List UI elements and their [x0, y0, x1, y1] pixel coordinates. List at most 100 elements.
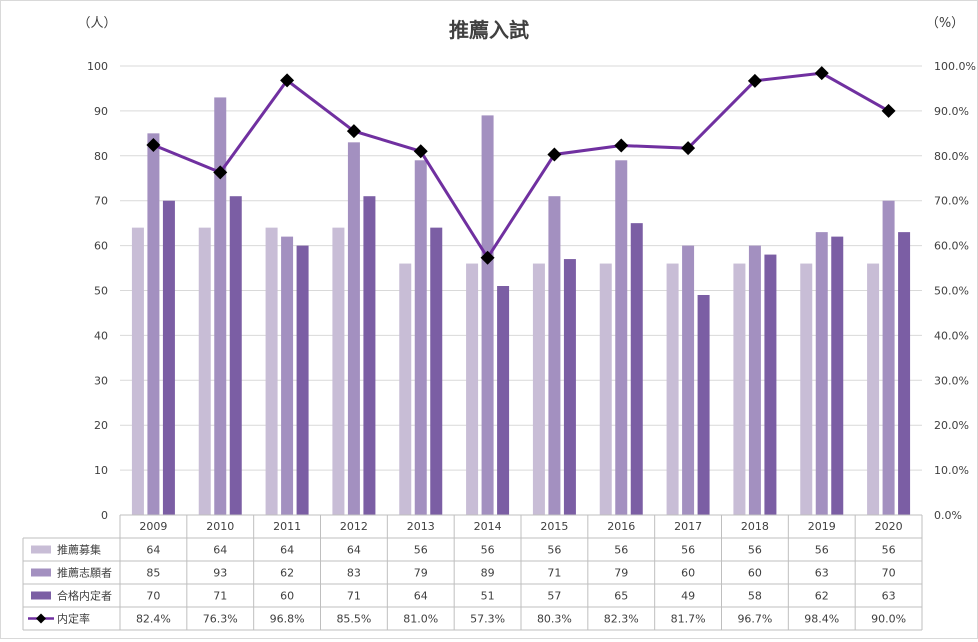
table-cell-合格内定者-2017: 49: [681, 590, 695, 603]
bar-合格内定者-2020: [898, 232, 911, 515]
table-cell-推薦募集-2009: 64: [146, 544, 160, 557]
left-axis-tick-label: 80: [94, 150, 108, 163]
bar-推薦募集-2017: [666, 263, 679, 515]
rate-marker-2011: [280, 73, 295, 88]
table-cell-合格内定者-2018: 58: [748, 590, 762, 603]
legend-label-推薦志願者: 推薦志願者: [57, 566, 112, 580]
left-axis-tick-label: 0: [101, 509, 108, 522]
rate-marker-2020: [881, 103, 896, 118]
bar-推薦志願者-2014: [481, 115, 494, 515]
bar-推薦募集-2013: [399, 263, 412, 515]
right-axis-tick-label: 20.0%: [934, 419, 969, 432]
bar-推薦募集-2010: [198, 227, 211, 515]
bar-合格内定者-2013: [430, 227, 443, 515]
table-cell-推薦志願者-2010: 93: [213, 567, 227, 580]
bar-合格内定者-2019: [831, 236, 844, 515]
rate-marker-2009: [146, 138, 161, 153]
right-axis-tick-label: 80.0%: [934, 150, 969, 163]
table-cell-内定率-2013: 81.0%: [403, 613, 438, 626]
right-axis-tick-label: 30.0%: [934, 374, 969, 387]
category-label: 2009: [139, 520, 167, 533]
table-cell-推薦募集-2012: 64: [347, 544, 361, 557]
table-cell-合格内定者-2019: 62: [815, 590, 829, 603]
bar-合格内定者-2010: [229, 196, 242, 515]
rate-marker-2018: [747, 73, 762, 88]
table-cell-内定率-2010: 76.3%: [203, 613, 238, 626]
table-cell-内定率-2012: 85.5%: [336, 613, 371, 626]
bar-推薦募集-2020: [867, 263, 880, 515]
left-axis-tick-label: 60: [94, 240, 108, 253]
table-cell-合格内定者-2015: 57: [547, 590, 561, 603]
table-cell-合格内定者-2011: 60: [280, 590, 294, 603]
right-axis-tick-label: 90.0%: [934, 105, 969, 118]
category-label: 2016: [607, 520, 635, 533]
table-cell-推薦志願者-2014: 89: [481, 567, 495, 580]
legend-marker-内定率: [36, 613, 46, 624]
left-axis-tick-label: 20: [94, 419, 108, 432]
table-cell-推薦志願者-2013: 79: [414, 567, 428, 580]
legend-label-内定率: 内定率: [57, 612, 90, 626]
category-label: 2012: [340, 520, 368, 533]
left-axis-tick-label: 50: [94, 285, 108, 298]
right-axis-ticks: 0.0% 10.0% 20.0% 30.0% 40.0% 50.0% 60.0% 70.0% 8…: [934, 60, 976, 522]
bar-推薦志願者-2013: [414, 160, 427, 516]
table-cell-内定率-2014: 57.3%: [470, 613, 505, 626]
table-cell-合格内定者-2010: 71: [213, 590, 227, 603]
rate-marker-2014: [480, 250, 495, 265]
left-axis-tick-label: 70: [94, 195, 108, 208]
category-label: 2014: [474, 520, 502, 533]
table-cell-推薦志願者-2015: 71: [547, 567, 561, 580]
rate-marker-2012: [346, 124, 361, 139]
bar-推薦募集-2014: [466, 263, 479, 515]
table-cell-合格内定者-2016: 65: [614, 590, 628, 603]
table-cell-内定率-2019: 98.4%: [804, 613, 839, 626]
table-cell-推薦志願者-2017: 60: [681, 567, 695, 580]
table-cell-内定率-2017: 81.7%: [671, 613, 706, 626]
legend-label-合格内定者: 合格内定者: [57, 589, 112, 603]
table-cell-合格内定者-2020: 63: [882, 590, 896, 603]
bar-推薦募集-2016: [599, 263, 612, 515]
table-cell-推薦志願者-2011: 62: [280, 567, 294, 580]
bar-合格内定者-2011: [296, 245, 309, 515]
table-cell-内定率-2011: 96.8%: [270, 613, 305, 626]
table-cell-推薦募集-2015: 56: [547, 544, 561, 557]
bar-合格内定者-2014: [497, 286, 510, 515]
bar-合格内定者-2009: [162, 200, 175, 515]
right-axis-tick-label: 100.0%: [934, 60, 976, 73]
rate-marker-2016: [614, 138, 629, 153]
table-cell-推薦志願者-2009: 85: [146, 567, 160, 580]
table-cell-推薦志願者-2012: 83: [347, 567, 361, 580]
bar-推薦募集-2015: [532, 263, 545, 515]
bar-推薦志願者-2016: [615, 160, 628, 516]
category-label: 2017: [674, 520, 702, 533]
table-cell-推薦志願者-2019: 63: [815, 567, 829, 580]
bar-推薦募集-2012: [332, 227, 345, 515]
legend-swatch-推薦募集: [31, 545, 51, 554]
left-axis-ticks: 0 10 20 30 40 50 60 70 80 90 100: [87, 60, 108, 522]
table-cell-推薦募集-2010: 64: [213, 544, 227, 557]
rate-marker-2015: [547, 147, 562, 162]
rate-marker-2019: [814, 66, 829, 81]
table-cell-内定率-2009: 82.4%: [136, 613, 171, 626]
table-cell-推薦募集-2013: 56: [414, 544, 428, 557]
bar-合格内定者-2012: [363, 196, 376, 515]
bar-推薦募集-2018: [733, 263, 746, 515]
category-label: 2010: [206, 520, 234, 533]
right-axis-unit-label: （%）: [926, 16, 964, 31]
bar-推薦志願者-2009: [147, 133, 160, 515]
bar-推薦志願者-2010: [214, 97, 227, 516]
bar-推薦志願者-2015: [548, 196, 561, 515]
left-axis-tick-label: 30: [94, 374, 108, 387]
table-cell-推薦志願者-2016: 79: [614, 567, 628, 580]
category-label: 2020: [875, 520, 903, 533]
table-cell-内定率-2018: 96.7%: [737, 613, 772, 626]
table-cell-推薦志願者-2018: 60: [748, 567, 762, 580]
bar-推薦志願者-2011: [281, 236, 294, 515]
rate-marker-2017: [681, 141, 696, 156]
category-label: 2013: [407, 520, 435, 533]
bar-推薦志願者-2012: [347, 142, 360, 515]
bar-推薦募集-2011: [265, 227, 278, 515]
right-axis-tick-label: 40.0%: [934, 329, 969, 342]
bar-推薦志願者-2019: [815, 232, 828, 515]
